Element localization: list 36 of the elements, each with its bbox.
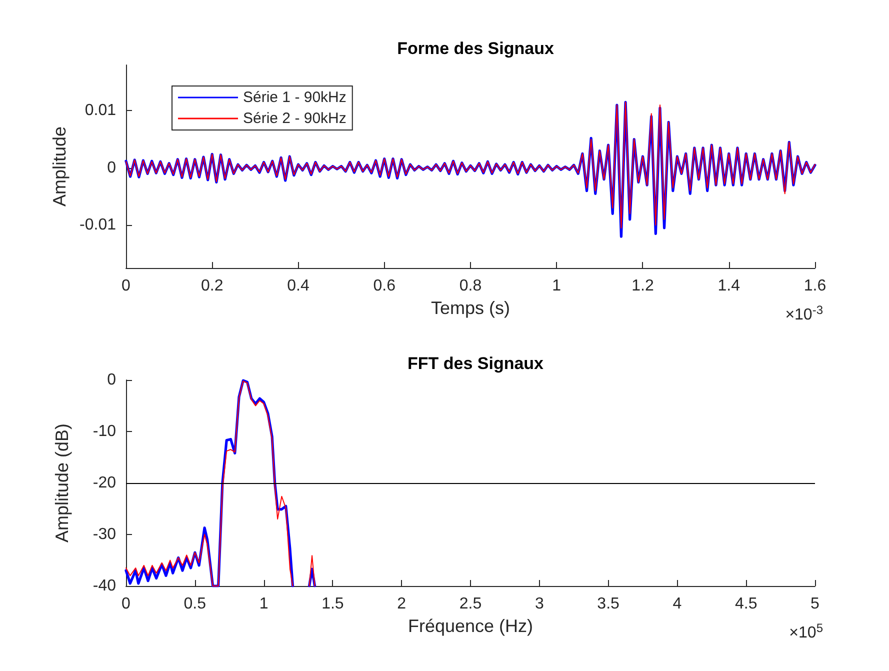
x-tick-label: 2.5	[459, 596, 482, 612]
x-tick-label: 1	[259, 596, 268, 612]
y-axis-title: Amplitude	[50, 126, 70, 207]
x-tick-label: 4.5	[734, 596, 758, 612]
y-tick-label: -30	[92, 526, 116, 543]
y-axis-title: Amplitude (dB)	[52, 423, 72, 543]
x-tick-label: 0.6	[373, 278, 396, 294]
y-tick-label: -10	[92, 423, 116, 440]
y-tick-label: -40	[92, 578, 116, 594]
y-tick-label: -20	[92, 474, 116, 492]
x-tick-label: 5	[810, 596, 820, 612]
x-tick-label: 0.2	[201, 278, 224, 294]
x-tick-label: 0.8	[459, 278, 482, 294]
x-tick-label: 0	[122, 278, 131, 294]
y-tick-label: 0	[107, 159, 116, 176]
x-tick-label: 0	[122, 596, 131, 612]
y-tick-label: -0.01	[80, 216, 116, 234]
x-tick-label: 4	[672, 596, 682, 612]
y-tick-label: 0	[107, 372, 116, 388]
x-axis-title: Temps (s)	[430, 298, 510, 318]
legend-label: Série 1 - 90kHz	[243, 89, 346, 106]
x-tick-label: 1.2	[632, 278, 654, 294]
y-tick-label: 0.01	[84, 102, 116, 120]
legend-label: Série 2 - 90kHz	[243, 110, 346, 127]
x-tick-label: 1.5	[322, 596, 344, 612]
x-tick-label: 0.4	[287, 278, 310, 294]
x-tick-label: 3	[534, 596, 544, 612]
x-tick-label: 1.6	[804, 278, 826, 294]
x-axis-title: Fréquence (Hz)	[408, 616, 534, 636]
chart-title: Forme des Signaux	[397, 39, 554, 58]
x-tick-label: 3.5	[597, 596, 620, 612]
x-tick-label: 0.5	[184, 596, 206, 612]
x-tick-label: 1.4	[718, 278, 740, 294]
chart-title: FFT des Signaux	[407, 354, 544, 373]
x-tick-label: 1	[552, 278, 562, 294]
x-tick-label: 2	[397, 596, 406, 612]
